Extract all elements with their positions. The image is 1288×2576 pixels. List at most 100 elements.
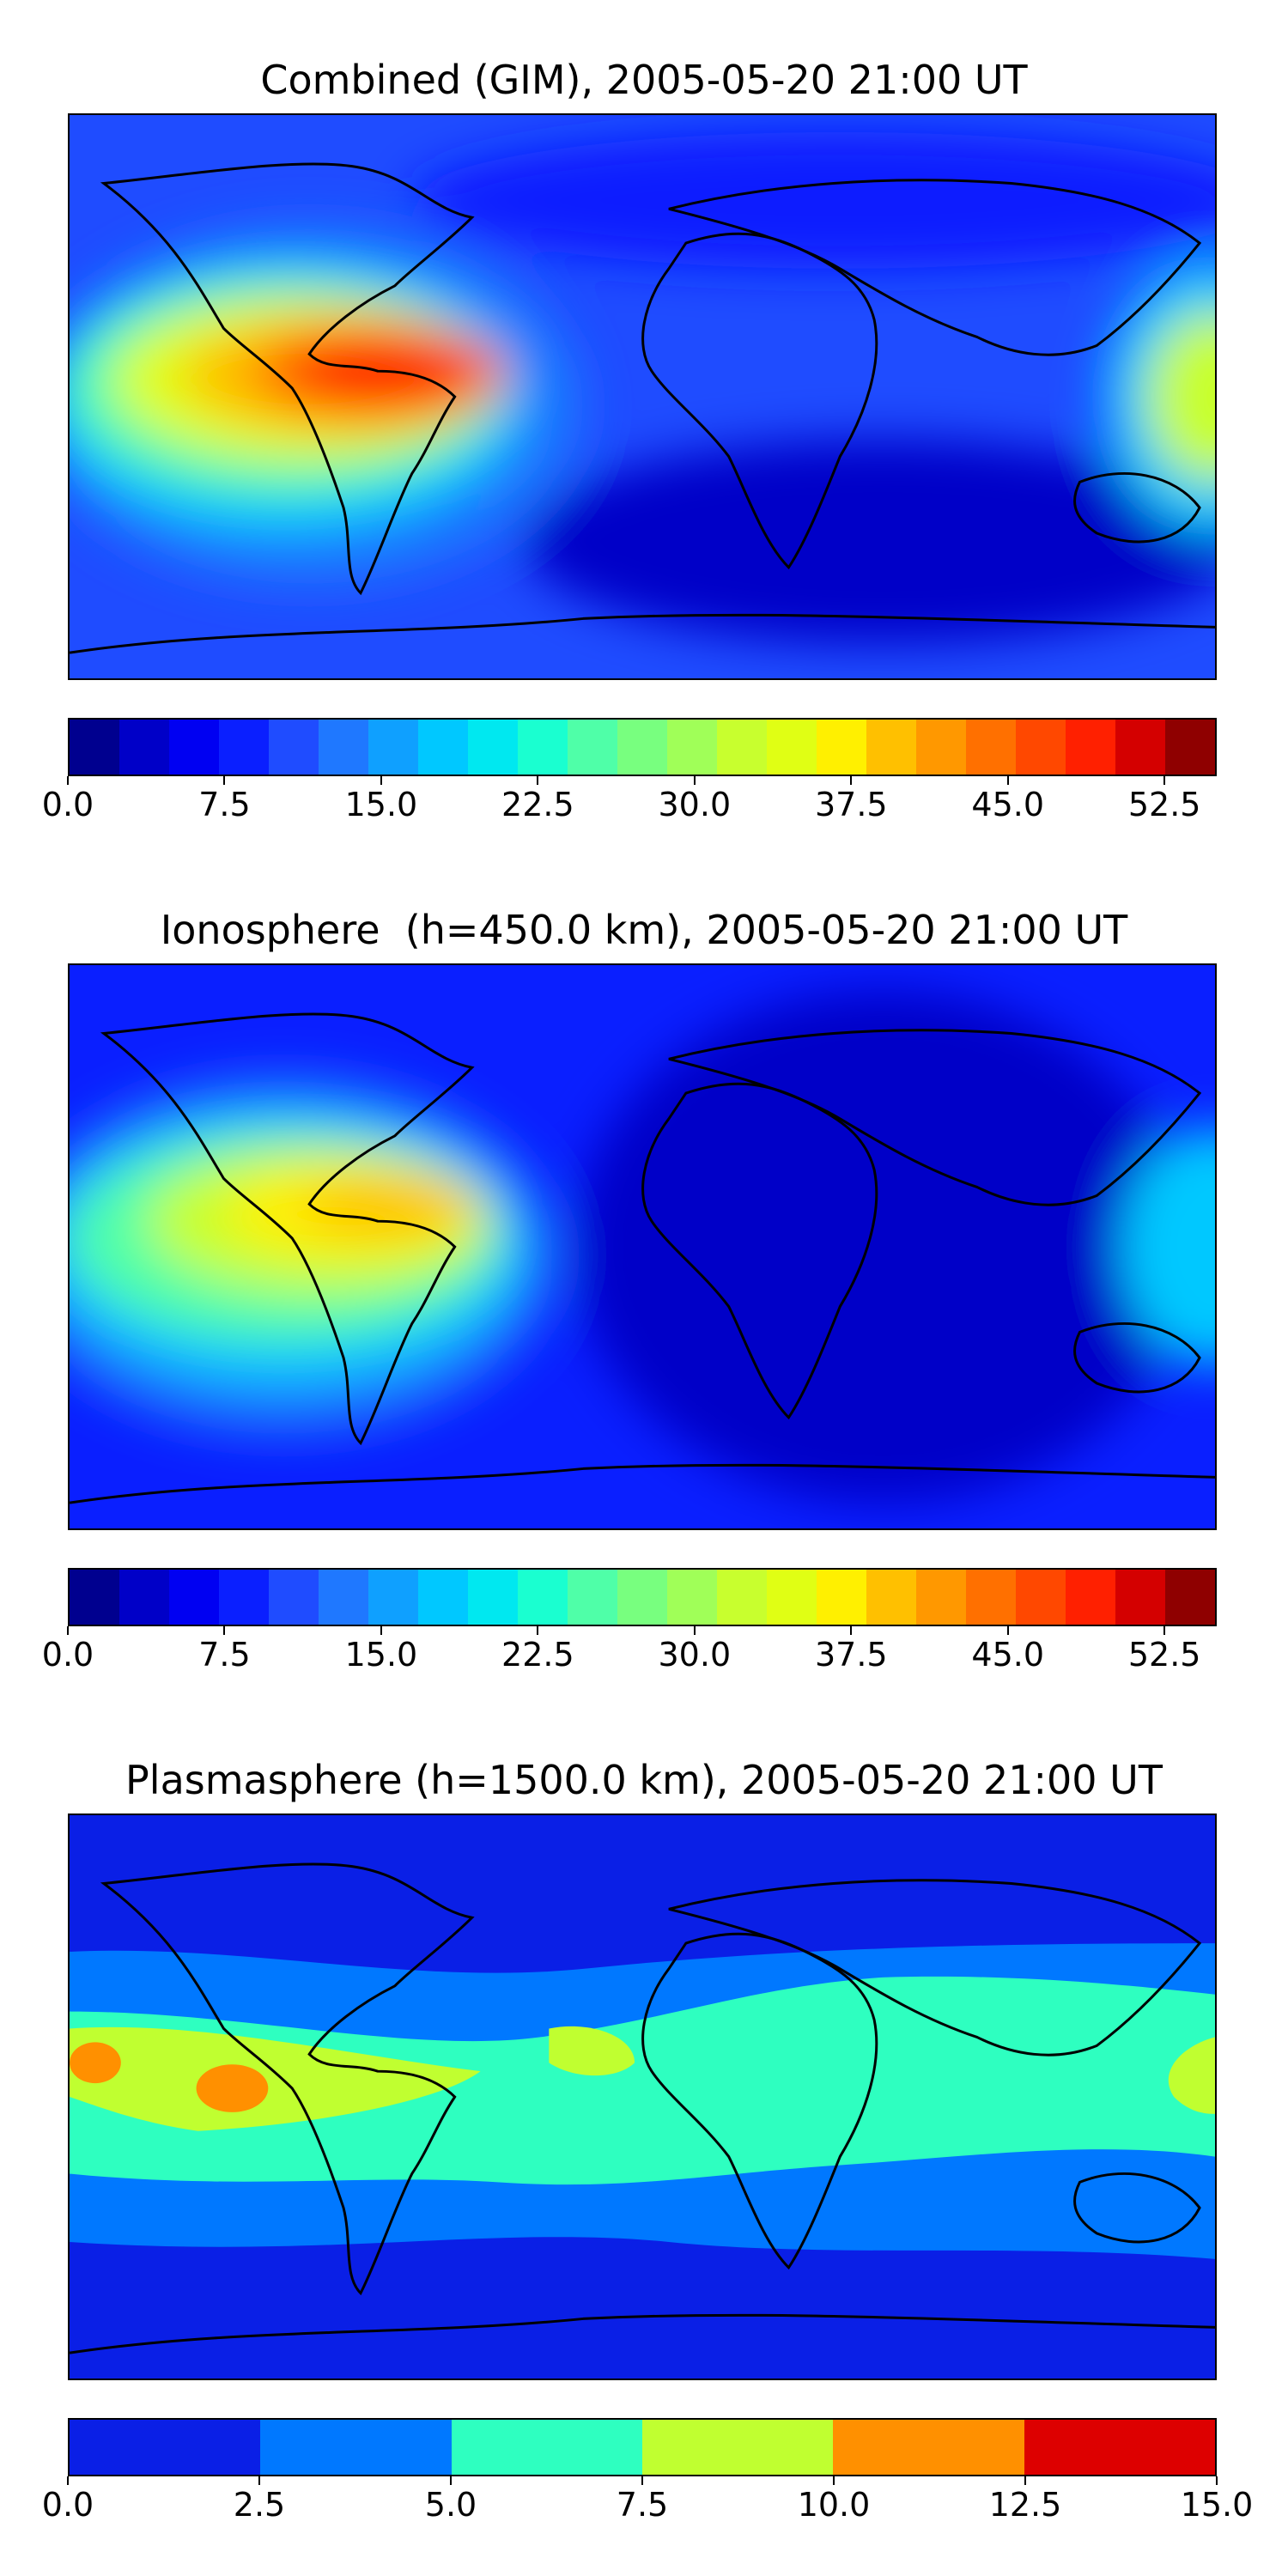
panel2-tick-label-1: 7.5 <box>198 1636 251 1674</box>
panel1-tick-mark-1 <box>223 776 226 785</box>
panel3-antarctica <box>70 2313 1215 2354</box>
panel2-title: Ionosphere (h=450.0 km), 2005-05-20 21:0… <box>160 907 1128 953</box>
panel2-colorbar-segment-11 <box>617 1570 667 1625</box>
panel1-tick-mark-4 <box>693 776 696 785</box>
panel2-tick-label-5: 37.5 <box>814 1636 888 1674</box>
panel1-heatmap <box>70 115 1215 678</box>
panel3-band-7-5-east <box>1168 2037 1215 2114</box>
panel1-colorbar-segment-0 <box>70 720 119 775</box>
panel3-colorbar-ticks: 0.0 2.5 5.0 7.5 10.0 12.5 15.0 <box>42 2476 1253 2528</box>
panel3-colorbar-segment-2 <box>451 2420 642 2475</box>
panel3-colorbar-segment-0 <box>70 2420 261 2475</box>
panel2-australia <box>1073 1322 1201 1394</box>
panel1-tick-mark-5 <box>850 776 853 785</box>
panel2-tick-mark-1 <box>223 1626 226 1635</box>
panel1-tick-mark-6 <box>1006 776 1009 785</box>
panel1-colorbar-segment-19 <box>1016 720 1066 775</box>
panel2-colorbar-segment-8 <box>468 1570 518 1625</box>
panel3-title: Plasmasphere (h=1500.0 km), 2005-05-20 2… <box>125 1757 1163 1803</box>
panel2-tick-label-2: 15.0 <box>344 1636 418 1674</box>
panel2-tick-mark-7 <box>1163 1626 1166 1635</box>
panel1-antarctica <box>70 613 1215 654</box>
panel1-colorbar-segment-1 <box>119 720 169 775</box>
panel1-colorbar-segment-2 <box>169 720 219 775</box>
panel1-tick-label-6: 45.0 <box>971 786 1045 823</box>
panel3-band-7-5-west <box>70 2026 481 2131</box>
panel1-colorbar-segment-21 <box>1115 720 1165 775</box>
panel3-tick-mark-3 <box>641 2476 643 2485</box>
panel1-colorbar-segment-20 <box>1066 720 1115 775</box>
panel2-east-band <box>1121 1127 1215 1367</box>
panel1-tick-label-1: 7.5 <box>198 786 251 823</box>
panel3-band-5-0 <box>70 1976 1215 2185</box>
panel1-south-low <box>523 439 1215 645</box>
panel2-tick-mark-0 <box>67 1626 69 1635</box>
panel2-tick-mark-4 <box>693 1626 696 1635</box>
panel3-australia <box>1073 2172 1201 2244</box>
panel1-tick-label-3: 22.5 <box>501 786 574 823</box>
panel1-colorbar-segment-6 <box>368 720 418 775</box>
panel2-tick-label-4: 30.0 <box>658 1636 732 1674</box>
panel3-tick-mark-6 <box>1216 2476 1218 2485</box>
panel1-colorbar-segment-9 <box>518 720 568 775</box>
panel3-colorbar-segment-4 <box>833 2420 1024 2475</box>
panel2-tick-label-0: 0.0 <box>41 1636 94 1674</box>
panel1-colorbar-segment-8 <box>468 720 518 775</box>
panel1-colorbar-segment-22 <box>1165 720 1215 775</box>
panel2-colorbar-segment-18 <box>966 1570 1016 1625</box>
panel2-tick-mark-5 <box>850 1626 853 1635</box>
panel3-band-7-5-atlantic <box>549 2026 635 2076</box>
panel2-americas <box>100 1012 475 1446</box>
panel2-tick-label-7: 52.5 <box>1127 1636 1201 1674</box>
panel2-tick-label-6: 45.0 <box>971 1636 1045 1674</box>
panel3-map <box>68 1814 1217 2380</box>
panel1-tick-label-5: 37.5 <box>814 786 888 823</box>
panel2-colorbar <box>68 1568 1217 1626</box>
panel2-peak <box>301 1181 472 1236</box>
panel1-coastlines <box>70 162 1215 654</box>
panel2-map <box>68 963 1217 1530</box>
panel2-colorbar-ticks: 0.0 7.5 15.0 22.5 30.0 37.5 45.0 52.5 <box>42 1626 1217 1678</box>
panel3-tick-mark-2 <box>450 2476 452 2485</box>
panel1-colorbar-segment-13 <box>717 720 767 775</box>
panel1-colorbar-segment-4 <box>269 720 319 775</box>
panel2-colorbar-segment-2 <box>169 1570 219 1625</box>
panel1-colorbar-segment-14 <box>767 720 817 775</box>
panel2-antarctica <box>70 1463 1215 1504</box>
panel2-tick-mark-6 <box>1006 1626 1009 1635</box>
panel3-tick-label-6: 15.0 <box>1180 2486 1254 2524</box>
panel2-colorbar-segment-17 <box>916 1570 966 1625</box>
panel1-colorbar-segment-16 <box>866 720 916 775</box>
panel1-colorbar-segment-11 <box>617 720 667 775</box>
panel1-colorbar-segment-3 <box>219 720 269 775</box>
panel1-americas <box>100 162 475 596</box>
panel3-tick-mark-0 <box>67 2476 69 2485</box>
panel3-tick-mark-1 <box>258 2476 260 2485</box>
panel2-heatmap <box>70 965 1215 1528</box>
panel2-colorbar-segment-12 <box>667 1570 717 1625</box>
panel2-colorbar-segment-14 <box>767 1570 817 1625</box>
panel1-colorbar-segment-10 <box>568 720 617 775</box>
panel2-tick-mark-3 <box>537 1626 539 1635</box>
panel3-tick-mark-5 <box>1024 2476 1026 2485</box>
panel1-colorbar-ticks: 0.0 7.5 15.0 22.5 30.0 37.5 45.0 52.5 <box>42 776 1217 828</box>
panel2-colorbar-segment-10 <box>568 1570 617 1625</box>
panel1-tick-label-0: 0.0 <box>41 786 94 823</box>
panel3-band-10-0-b <box>196 2064 269 2112</box>
panel1-north-low <box>411 131 1215 269</box>
panel3-tick-label-2: 5.0 <box>424 2486 477 2524</box>
panel2-colorbar-segment-0 <box>70 1570 119 1625</box>
panel3-band-10-0-a <box>70 2042 121 2084</box>
panel1-tick-mark-7 <box>1163 776 1166 785</box>
panel3-colorbar <box>68 2418 1217 2476</box>
panel2-colorbar-segment-19 <box>1016 1570 1066 1625</box>
panel1-colorbar-segment-17 <box>916 720 966 775</box>
panel1-tick-label-7: 52.5 <box>1127 786 1201 823</box>
panel2-colorbar-segment-20 <box>1066 1570 1115 1625</box>
panel3-tick-label-3: 7.5 <box>616 2486 669 2524</box>
panel3-americas <box>100 1862 475 2296</box>
panel2-colorbar-segment-22 <box>1165 1570 1215 1625</box>
panel1-tick-mark-3 <box>537 776 539 785</box>
panel3-tick-label-1: 2.5 <box>233 2486 286 2524</box>
panel1-colorbar-segment-5 <box>319 720 368 775</box>
